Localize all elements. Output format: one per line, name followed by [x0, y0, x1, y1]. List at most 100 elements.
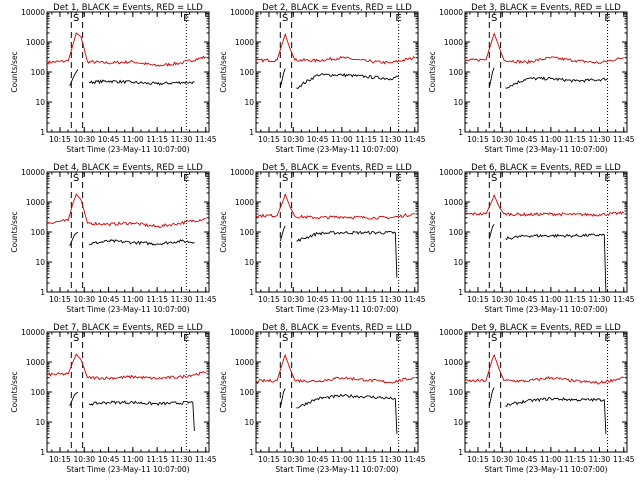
x-tick-label: 11:30 — [380, 455, 402, 464]
series-line — [279, 68, 399, 90]
series-line — [46, 353, 206, 381]
event-marker-label: E — [604, 13, 610, 24]
x-tick-label: 11:00 — [540, 455, 562, 464]
event-marker-label: S — [282, 333, 288, 344]
series-line — [255, 353, 415, 384]
x-tick-label: 10:30 — [282, 135, 304, 144]
y-tick-label: 1000 — [235, 198, 254, 207]
chart-title: Det 8, BLACK = Events, RED = LLD — [262, 323, 412, 333]
chart-title: Det 3, BLACK = Events, RED = LLD — [471, 3, 621, 13]
event-marker-label: E — [395, 333, 401, 344]
event-marker-label: E — [183, 13, 189, 24]
y-tick-label: 1 — [458, 288, 463, 297]
y-tick-label: 1 — [249, 128, 254, 137]
x-tick-label: 11:45 — [613, 455, 635, 464]
x-tick-label: 11:30 — [380, 135, 402, 144]
x-tick-label: 11:30 — [589, 295, 611, 304]
x-tick-label: 10:45 — [98, 455, 120, 464]
y-tick-label: 100 — [240, 388, 255, 397]
x-tick-label: 11:00 — [122, 135, 144, 144]
chart-panel: Det 1, BLACK = Events, RED = LLD 1 10 100 10… — [10, 3, 217, 154]
event-marker-label: S — [282, 173, 288, 184]
x-tick-label: 11:00 — [540, 295, 562, 304]
x-axis-label: Start Time (23-May-11 10:07:00) — [66, 465, 189, 474]
y-tick-label: 10000 — [230, 168, 254, 177]
y-tick-label: 1000 — [444, 38, 463, 47]
y-tick-label: 100 — [31, 228, 46, 237]
chart-title: Det 9, BLACK = Events, RED = LLD — [471, 323, 621, 333]
series-line — [255, 32, 416, 65]
series-line — [46, 193, 206, 229]
x-axis-label: Start Time (23-May-11 10:07:00) — [66, 145, 189, 154]
chart-panel: Det 6, BLACK = Events, RED = LLD 1 10 100 10… — [428, 163, 635, 314]
x-tick-label: 10:30 — [282, 295, 304, 304]
y-tick-label: 10 — [244, 98, 254, 107]
y-tick-label: 10000 — [439, 328, 463, 337]
x-tick-label: 10:30 — [73, 295, 95, 304]
y-tick-label: 10000 — [21, 168, 45, 177]
event-marker-label: S — [73, 13, 79, 24]
chart-panel: Det 7, BLACK = Events, RED = LLD 1 10 100 10… — [10, 323, 217, 474]
x-tick-label: 11:45 — [195, 135, 217, 144]
y-axis-label: Counts/sec — [428, 51, 437, 92]
x-tick-label: 10:30 — [491, 295, 513, 304]
event-marker-label: S — [491, 13, 497, 24]
y-tick-label: 100 — [449, 388, 464, 397]
event-marker-label: E — [395, 173, 401, 184]
series-line — [46, 32, 207, 67]
y-tick-label: 10000 — [230, 328, 254, 337]
series-line — [464, 353, 625, 385]
event-marker-label: S — [73, 173, 79, 184]
event-marker-label: E — [395, 13, 401, 24]
y-axis-label: Counts/sec — [219, 51, 228, 92]
y-tick-label: 10000 — [21, 8, 45, 17]
y-tick-label: 1 — [458, 128, 463, 137]
series-line — [255, 192, 415, 220]
x-tick-label: 10:15 — [258, 455, 280, 464]
chart-title: Det 2, BLACK = Events, RED = LLD — [262, 3, 412, 13]
y-tick-label: 1000 — [444, 358, 463, 367]
x-axis-label: Start Time (23-May-11 10:07:00) — [275, 465, 398, 474]
x-axis-label: Start Time (23-May-11 10:07:00) — [484, 465, 607, 474]
series-line — [488, 67, 608, 89]
x-tick-label: 10:30 — [491, 455, 513, 464]
chart-panel: Det 4, BLACK = Events, RED = LLD 1 10 100 10… — [10, 163, 217, 314]
x-tick-label: 11:15 — [355, 455, 377, 464]
y-tick-label: 1 — [40, 448, 45, 457]
y-tick-label: 10000 — [439, 168, 463, 177]
y-axis-label: Counts/sec — [428, 211, 437, 252]
x-tick-label: 11:30 — [589, 455, 611, 464]
y-tick-label: 100 — [240, 228, 255, 237]
x-tick-label: 10:30 — [73, 455, 95, 464]
chart-panel: Det 5, BLACK = Events, RED = LLD 1 10 100 10… — [219, 163, 426, 314]
x-tick-label: 11:30 — [171, 295, 193, 304]
series-line — [488, 224, 607, 293]
event-marker-label: S — [73, 333, 79, 344]
event-marker-label: E — [604, 173, 610, 184]
x-tick-label: 10:30 — [73, 135, 95, 144]
y-axis-label: Counts/sec — [428, 371, 437, 412]
y-tick-label: 1000 — [235, 38, 254, 47]
y-tick-label: 10 — [244, 418, 254, 427]
y-tick-label: 100 — [449, 228, 464, 237]
y-tick-label: 10 — [35, 98, 45, 107]
x-tick-label: 11:15 — [355, 295, 377, 304]
series-line — [464, 32, 624, 65]
x-tick-label: 10:45 — [516, 295, 538, 304]
event-marker-label: E — [183, 333, 189, 344]
x-tick-label: 11:15 — [564, 135, 586, 144]
y-tick-label: 10 — [35, 258, 45, 267]
y-tick-label: 1000 — [26, 198, 45, 207]
x-tick-label: 10:15 — [467, 455, 489, 464]
x-tick-label: 10:15 — [49, 455, 71, 464]
y-tick-label: 10 — [453, 258, 463, 267]
x-tick-label: 10:15 — [49, 295, 71, 304]
x-tick-label: 10:15 — [467, 295, 489, 304]
chart-panel: Det 2, BLACK = Events, RED = LLD 1 10 100 10… — [219, 3, 426, 154]
x-tick-label: 11:00 — [122, 455, 144, 464]
chart-panel: Det 8, BLACK = Events, RED = LLD 1 10 100 10… — [219, 323, 426, 474]
y-tick-label: 10 — [453, 418, 463, 427]
y-tick-label: 10 — [244, 258, 254, 267]
x-tick-label: 11:00 — [122, 295, 144, 304]
